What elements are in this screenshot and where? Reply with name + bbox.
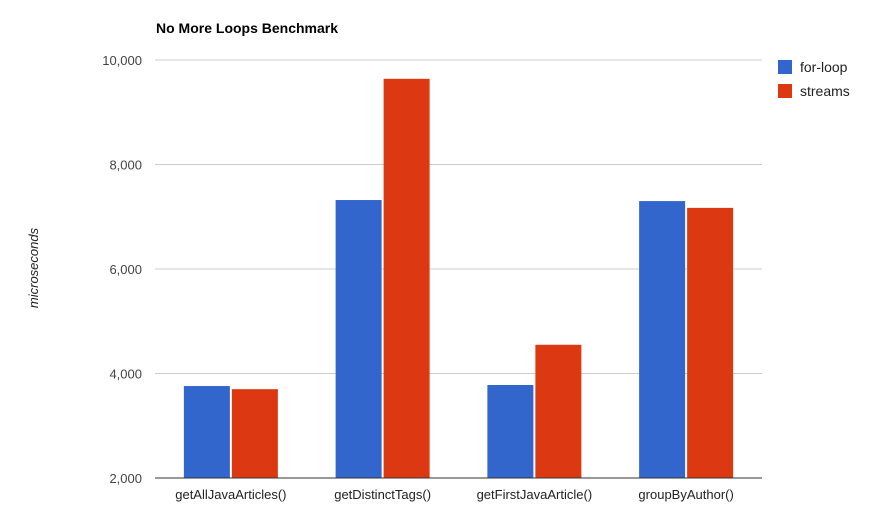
y-tick-label: 2,000 xyxy=(109,471,142,486)
x-tick-label: groupByAuthor() xyxy=(638,487,733,502)
y-tick-label: 10,000 xyxy=(102,53,142,68)
x-tick-label: getAllJavaArticles() xyxy=(175,487,286,502)
x-tick-label: getDistinctTags() xyxy=(334,487,431,502)
chart-title: No More Loops Benchmark xyxy=(156,20,338,36)
legend-label-streams[interactable]: streams xyxy=(800,83,850,99)
bar-streams-1[interactable] xyxy=(383,78,430,478)
bar-for-loop-2[interactable] xyxy=(487,384,534,478)
legend[interactable]: for-loop streams xyxy=(778,59,850,99)
bar-for-loop-1[interactable] xyxy=(335,200,382,478)
y-tick-label: 8,000 xyxy=(109,158,142,173)
axes: 2,000 4,000 6,000 8,000 10,000 getAllJavaArti… xyxy=(102,53,762,502)
bar-streams-0[interactable] xyxy=(231,389,278,478)
y-tick-label: 6,000 xyxy=(109,262,142,277)
y-tick-label: 4,000 xyxy=(109,367,142,382)
bar-for-loop-3[interactable] xyxy=(639,201,686,478)
x-tick-label: getFirstJavaArticle() xyxy=(477,487,593,502)
legend-swatch-streams xyxy=(778,84,792,98)
bar-for-loop-0[interactable] xyxy=(183,386,230,478)
y-axis-label: microseconds xyxy=(26,227,41,308)
legend-swatch-for-loop xyxy=(778,60,792,74)
bar-streams-3[interactable] xyxy=(687,207,734,478)
legend-label-for-loop[interactable]: for-loop xyxy=(800,59,848,75)
bars xyxy=(183,78,734,478)
bar-streams-2[interactable] xyxy=(535,344,582,478)
